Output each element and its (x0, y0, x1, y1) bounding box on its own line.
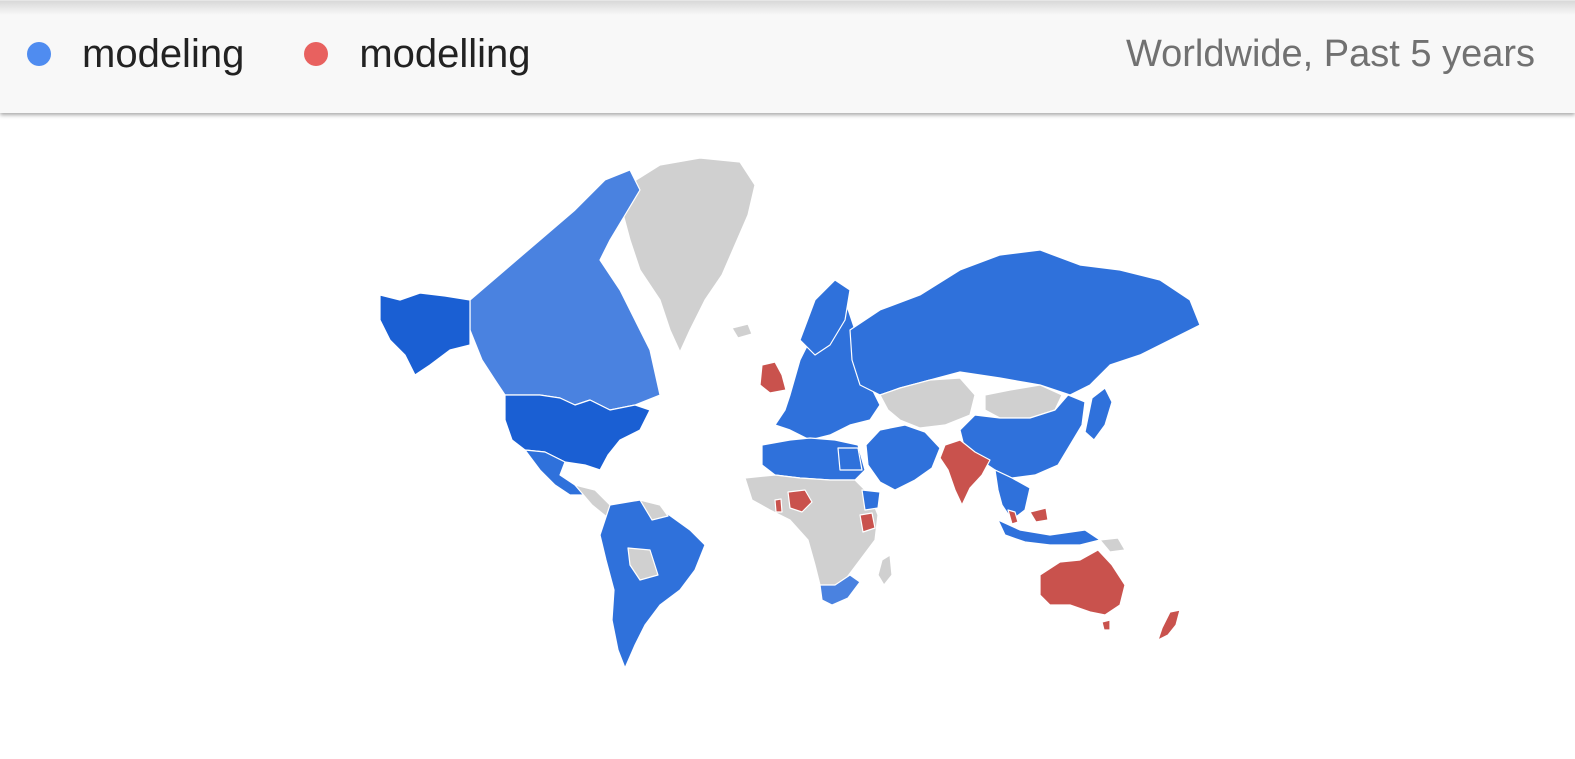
region-scandinavia[interactable] (799, 279, 851, 356)
region-malaysia[interactable] (1007, 509, 1019, 525)
region-guianas[interactable] (639, 499, 669, 521)
region-kazakhstan[interactable] (879, 377, 976, 429)
region-south-africa[interactable] (819, 574, 861, 606)
region-tasmania[interactable] (1101, 619, 1111, 631)
world-map-svg (379, 157, 1201, 669)
region-russia[interactable] (849, 249, 1201, 396)
series-dot-icon (304, 42, 329, 66)
region-malaysia-borneo[interactable] (1029, 507, 1049, 523)
legend-label: modeling (82, 32, 245, 76)
legend-label: modelling (359, 32, 531, 76)
region-indonesia[interactable] (997, 519, 1101, 546)
region-time-scope[interactable]: Worldwide, Past 5 years (1125, 33, 1535, 75)
region-ghana[interactable] (774, 498, 783, 513)
region-middle-east[interactable] (865, 424, 941, 491)
region-ethiopia[interactable] (861, 489, 881, 511)
region-new-zealand[interactable] (1157, 609, 1181, 641)
region-united-states[interactable] (504, 394, 651, 471)
region-united-kingdom[interactable] (759, 361, 787, 394)
region-india[interactable] (939, 439, 991, 506)
region-greenland[interactable] (621, 157, 756, 353)
legend-item-modeling[interactable]: modeling (27, 31, 244, 77)
region-south-america[interactable] (599, 499, 706, 669)
region-madagascar[interactable] (877, 554, 893, 586)
region-egypt[interactable] (837, 447, 863, 471)
region-kenya[interactable] (859, 512, 876, 533)
region-papua[interactable] (1099, 537, 1126, 553)
region-iceland[interactable] (731, 323, 753, 339)
legend-item-modelling[interactable]: modelling (304, 31, 531, 77)
series-dot-icon (27, 42, 51, 66)
region-australia[interactable] (1039, 549, 1126, 616)
comparison-header: modeling modelling Worldwide, Past 5 yea… (0, 0, 1575, 113)
legend: modeling modelling (27, 31, 591, 77)
region-bolivia-paraguay[interactable] (627, 547, 659, 581)
region-central-africa[interactable] (744, 474, 879, 596)
region-southeast-asia[interactable] (994, 469, 1031, 521)
world-map (0, 113, 1575, 754)
region-japan[interactable] (1084, 387, 1113, 441)
region-alaska[interactable] (379, 292, 471, 376)
region-nigeria[interactable] (787, 489, 813, 513)
